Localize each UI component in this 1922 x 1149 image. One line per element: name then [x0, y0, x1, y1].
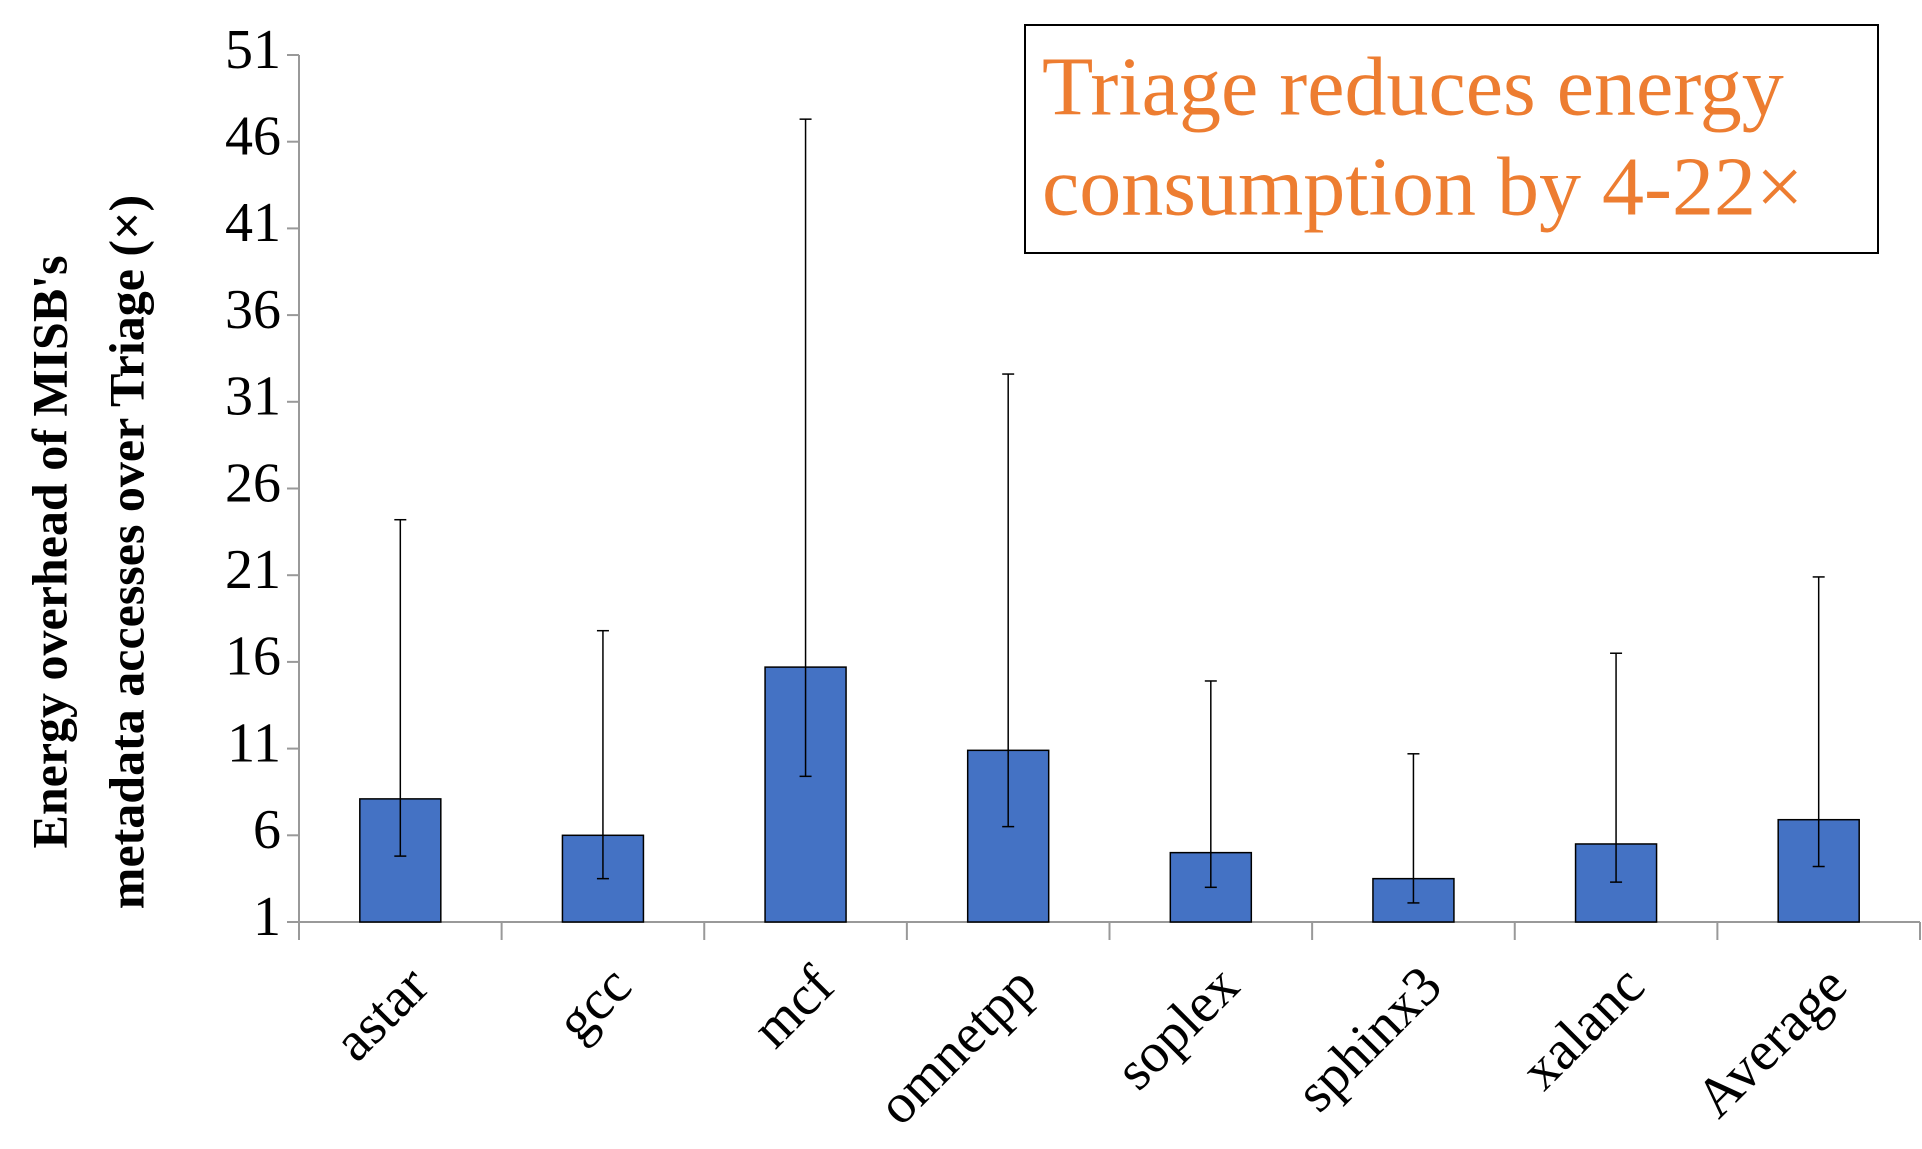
x-tick-label: gcc	[544, 954, 643, 1053]
y-tick-label: 46	[225, 106, 281, 168]
y-tick-label: 51	[225, 19, 281, 81]
annotation-box	[1024, 24, 1879, 254]
y-tick-label: 6	[253, 799, 281, 861]
x-tick-label: Average	[1684, 954, 1859, 1129]
x-tick-label: astar	[322, 954, 441, 1073]
x-tick-label: xalanc	[1509, 954, 1656, 1101]
y-tick-label: 26	[225, 452, 281, 514]
annotation: consumption by 4-22×	[1042, 140, 1803, 233]
x-tick-label: soplex	[1104, 954, 1251, 1101]
y-tick-label: 31	[225, 366, 281, 428]
y-axis-label: Energy overhead of MISB's	[21, 255, 77, 848]
y-tick-label: 41	[225, 192, 281, 254]
y-tick-label: 11	[227, 712, 281, 774]
y-tick-label: 36	[225, 279, 281, 341]
y-tick-label: 21	[225, 539, 281, 601]
annotation: Triage reduces energy	[1042, 40, 1784, 133]
y-tick-label: 1	[253, 886, 281, 948]
y-tick-label: 16	[225, 626, 281, 688]
y-axis-label: metadata accesses over Triage (×)	[98, 195, 154, 909]
x-tick-label: omnetpp	[866, 954, 1048, 1136]
x-tick-label: mcf	[740, 954, 846, 1060]
x-tick-label: sphinx3	[1284, 954, 1453, 1123]
